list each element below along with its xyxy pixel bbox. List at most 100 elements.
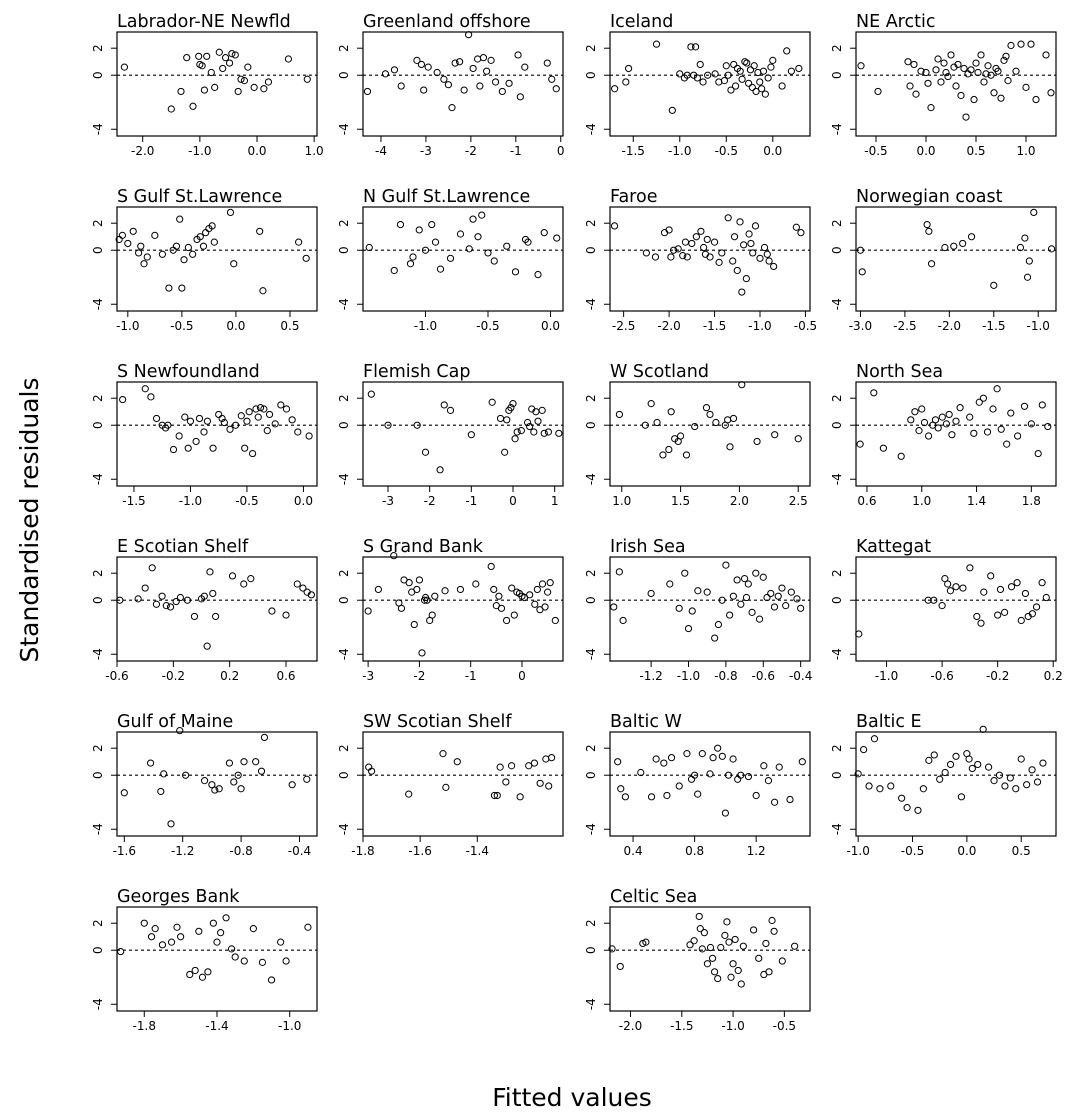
data-point	[974, 760, 982, 769]
data-point	[731, 935, 739, 944]
panel: Kattegat -1.0 -0.6 -0.2 0.2 -4 0 2	[830, 537, 1063, 683]
data-point	[745, 230, 753, 238]
data-point	[534, 270, 542, 279]
data-point	[206, 568, 214, 576]
x-tick-label: 1	[551, 494, 559, 508]
data-point	[965, 755, 973, 763]
data-point	[511, 268, 520, 276]
x-tick-label: 1.0	[912, 494, 931, 508]
data-point	[209, 919, 217, 927]
data-point	[970, 429, 978, 437]
data-point	[979, 725, 987, 733]
y-tick-label: -4	[91, 823, 105, 835]
data-point	[433, 68, 441, 77]
y-tick-label: -4	[584, 648, 598, 660]
data-point	[203, 642, 211, 650]
x-tick-label: -1.2	[639, 669, 662, 683]
data-point	[927, 104, 935, 112]
y-tick-label: -4	[91, 298, 105, 310]
x-tick-label: -1.0	[116, 319, 139, 333]
data-point	[792, 223, 800, 231]
data-point	[724, 214, 732, 222]
data-point	[973, 612, 981, 621]
data-point	[177, 933, 185, 941]
data-point	[675, 782, 683, 790]
data-point	[405, 790, 413, 798]
data-point	[514, 51, 522, 59]
panel-title: Norwegian coast	[856, 187, 1003, 207]
data-point	[742, 274, 750, 283]
data-point	[738, 381, 746, 389]
data-point	[240, 758, 248, 766]
x-tick-label: -1.6	[113, 844, 136, 858]
data-point	[548, 75, 556, 83]
y-tick-label: 0	[584, 71, 598, 79]
data-point	[733, 266, 741, 275]
data-point	[192, 437, 200, 446]
data-point	[191, 966, 199, 975]
y-tick-label: 0	[584, 946, 598, 954]
data-point	[448, 104, 456, 112]
data-point	[734, 775, 742, 783]
x-tick-label: 0.0	[247, 144, 266, 158]
data-point	[742, 593, 751, 602]
data-point	[365, 243, 373, 252]
data-point	[793, 595, 801, 603]
data-point	[440, 401, 448, 409]
data-point	[721, 931, 729, 939]
data-point	[768, 916, 776, 925]
y-tick-label: 0	[337, 71, 351, 79]
data-point	[746, 66, 755, 74]
x-tick-label: 0.8	[685, 844, 704, 858]
data-point	[993, 385, 1001, 393]
y-tick-label: -4	[830, 123, 844, 135]
data-point	[140, 260, 148, 268]
y-tick-label: 2	[337, 394, 351, 402]
data-point	[250, 83, 258, 91]
data-point	[135, 249, 143, 257]
data-point	[439, 750, 447, 758]
data-point	[990, 89, 998, 97]
panel-frame	[609, 381, 811, 487]
x-tick-label: -0.5	[170, 319, 193, 333]
data-point	[980, 588, 988, 596]
data-point	[190, 612, 199, 621]
data-point	[743, 59, 751, 67]
x-tick-label: -1.0	[846, 844, 869, 858]
data-point	[215, 785, 223, 793]
data-point	[775, 763, 783, 771]
data-point	[714, 620, 723, 629]
data-point	[647, 793, 656, 801]
panel: Flemish Cap -3 -2 -1 0 1 -4 0 2	[337, 362, 564, 508]
panel-title: Flemish Cap	[363, 362, 470, 382]
data-point	[453, 758, 461, 766]
data-point	[688, 607, 696, 615]
data-point	[147, 933, 156, 941]
data-point	[855, 630, 863, 638]
data-point	[703, 960, 712, 968]
data-point	[176, 727, 184, 735]
data-point	[436, 265, 445, 273]
data-point	[694, 587, 702, 595]
data-point	[151, 925, 159, 933]
data-point	[424, 63, 432, 71]
data-point	[259, 287, 267, 295]
data-point	[228, 50, 236, 58]
data-point	[952, 417, 960, 425]
data-point	[207, 68, 215, 77]
y-tick-label: 2	[337, 569, 351, 577]
data-point	[418, 649, 426, 657]
data-point	[944, 580, 952, 588]
data-point	[413, 421, 421, 429]
data-point	[1039, 759, 1047, 767]
data-point	[1023, 781, 1031, 789]
data-point	[897, 452, 905, 460]
data-point	[1027, 40, 1035, 48]
data-point	[487, 56, 495, 64]
data-point	[305, 432, 313, 440]
data-point	[915, 427, 923, 435]
y-tick-label: 0	[91, 771, 105, 779]
y-tick-label: 2	[830, 744, 844, 752]
data-point	[120, 63, 129, 71]
data-point	[688, 239, 696, 248]
